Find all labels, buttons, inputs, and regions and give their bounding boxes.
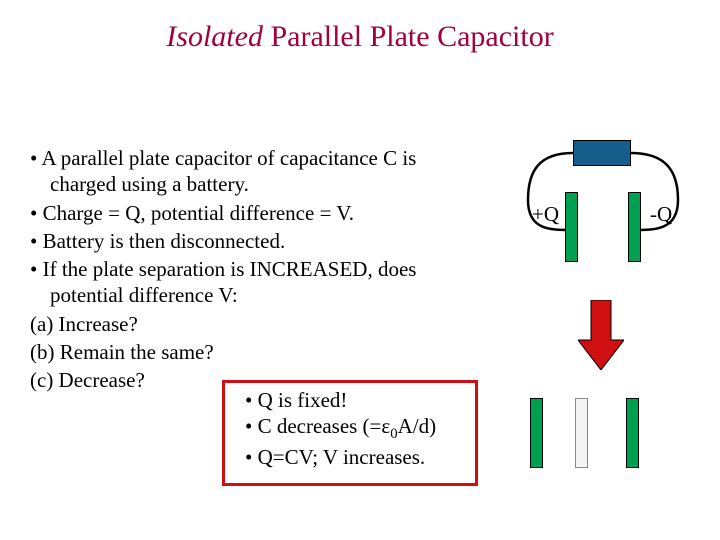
sep-plate-ghost [575, 398, 588, 468]
answer-box: Q is fixed! C decreases (=ε0A/d) Q=CV; V… [222, 380, 478, 486]
title-rest: Parallel Plate Capacitor [263, 20, 554, 53]
battery-icon [573, 140, 631, 166]
answer-2-post: A/d) [398, 414, 437, 438]
option-a: (a) Increase? [30, 311, 450, 337]
page-title: Isolated Parallel Plate Capacitor [0, 20, 720, 54]
answer-2: C decreases (=ε0A/d) [245, 413, 475, 444]
bullet-2: Charge = Q, potential difference = V. [30, 200, 450, 226]
charge-label-plus: +Q [532, 202, 559, 227]
epsilon-sub: 0 [390, 426, 397, 442]
bullet-3: Battery is then disconnected. [30, 228, 450, 254]
sep-plate-right [626, 398, 639, 468]
option-b: (b) Remain the same? [30, 339, 450, 365]
bullet-1: A parallel plate capacitor of capacitanc… [30, 145, 450, 198]
answer-3: Q=CV; V increases. [245, 444, 475, 470]
circuit-diagram: +Q -Q [520, 140, 690, 280]
capacitor-plate-right [628, 192, 641, 262]
charge-label-minus: -Q [650, 202, 672, 227]
sep-plate-left [530, 398, 543, 468]
answer-1: Q is fixed! [245, 387, 475, 413]
title-italic: Isolated [166, 20, 263, 53]
answer-2-pre: C decreases (= [258, 414, 382, 438]
capacitor-plate-left [565, 192, 578, 262]
bullet-4: If the plate separation is INCREASED, do… [30, 256, 450, 309]
epsilon-symbol: ε [381, 414, 390, 438]
bullet-list: A parallel plate capacitor of capacitanc… [30, 145, 450, 395]
down-arrow-icon [578, 300, 624, 375]
